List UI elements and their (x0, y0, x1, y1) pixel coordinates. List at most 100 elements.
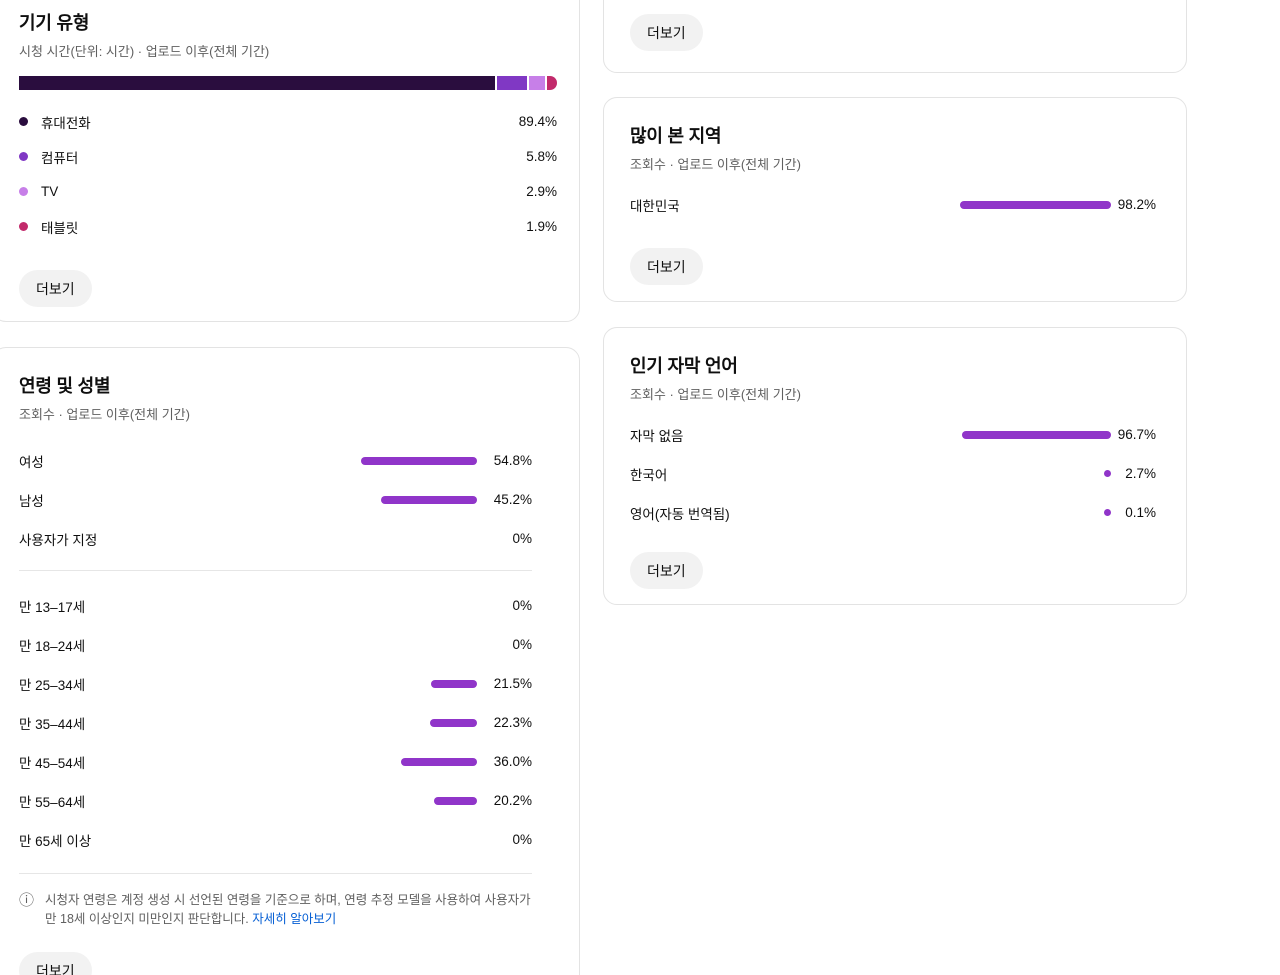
row-percent: 20.2% (493, 793, 532, 808)
card-title: 많이 본 지역 (630, 126, 722, 146)
legend-dot-icon (19, 187, 28, 196)
footnote-text-wrap: 시청자 연령은 계정 생성 시 선언된 연령을 기준으로 하며, 연령 추정 모… (45, 891, 532, 929)
legend-label: 휴대전화 (41, 115, 91, 131)
see-more-button[interactable]: 더보기 (630, 14, 703, 51)
row-percent: 21.5% (493, 676, 532, 691)
device-type-legend: 휴대전화 89.4% 컴퓨터 5.8% TV 2.9% 태블릿 (19, 104, 557, 244)
bar-area (265, 718, 477, 727)
age-rows: 만 13–17세 0% 만 18–24세 0% (19, 586, 532, 859)
row-label: 만 13–17세 (19, 599, 86, 615)
stat-row: 대한민국 98.2% (630, 185, 1156, 224)
legend-row: 태블릿 1.9% (19, 209, 557, 244)
row-label: 남성 (19, 493, 44, 509)
card-title: 기기 유형 (19, 13, 90, 33)
info-icon: ⓘ (19, 892, 35, 909)
legend-row: 컴퓨터 5.8% (19, 139, 557, 174)
value-bar (962, 430, 1111, 439)
row-percent: 54.8% (493, 453, 532, 468)
legend-row: TV 2.9% (19, 174, 557, 209)
stacked-bar-segment (496, 76, 528, 90)
row-percent: 0% (512, 637, 532, 652)
bar-area (957, 470, 1111, 477)
bar-area (265, 796, 477, 805)
age-footnote: ⓘ 시청자 연령은 계정 생성 시 선언된 연령을 기준으로 하며, 연령 추정… (19, 891, 532, 929)
see-more-button[interactable]: 더보기 (630, 552, 703, 589)
bar-area (265, 456, 477, 465)
row-label: 만 45–54세 (19, 755, 86, 771)
top-regions-card: 많이 본 지역 조회수 · 업로드 이후(전체 기간) 대한민국 98.2% 더… (603, 97, 1187, 302)
legend-percent: 1.9% (526, 219, 557, 234)
card-title: 인기 자막 언어 (630, 356, 738, 376)
caption-language-rows: 자막 없음 96.7% 한국어 2.7% 영어(자동 번역됨) (630, 415, 1156, 532)
card-subtitle: 시청 시간(단위: 시간) · 업로드 이후(전체 기간) (19, 44, 270, 59)
device-type-stacked-bar (19, 76, 557, 90)
subtitle-languages-card: 인기 자막 언어 조회수 · 업로드 이후(전체 기간) 자막 없음 96.7%… (603, 327, 1187, 605)
row-percent: 0% (512, 531, 532, 546)
value-bar (434, 796, 477, 805)
row-percent: 36.0% (493, 754, 532, 769)
row-label: 만 35–44세 (19, 716, 86, 732)
bar-area (957, 200, 1111, 209)
footnote-divider (19, 873, 532, 874)
stat-row: 여성 54.8% (19, 441, 532, 480)
see-more-button[interactable]: 더보기 (630, 248, 703, 285)
legend-label: 태블릿 (41, 220, 79, 236)
age-gender-card: 연령 및 성별 조회수 · 업로드 이후(전체 기간) 여성 54.8% 남성 (0, 347, 580, 975)
stat-row: 사용자가 지정 0% (19, 519, 532, 558)
stat-row: 만 13–17세 0% (19, 586, 532, 625)
bar-area (957, 430, 1111, 439)
stat-row: 한국어 2.7% (630, 454, 1156, 493)
row-label: 한국어 (630, 467, 668, 483)
row-percent: 98.2% (1117, 197, 1156, 212)
value-bar (381, 495, 477, 504)
value-bar (960, 200, 1111, 209)
footnote-text: 시청자 연령은 계정 생성 시 선언된 연령을 기준으로 하며, 연령 추정 모… (45, 893, 531, 926)
bar-area (957, 509, 1111, 516)
partial-top-card: 더보기 (603, 0, 1187, 73)
bar-area (265, 679, 477, 688)
value-bar (1104, 509, 1111, 516)
region-rows: 대한민국 98.2% (630, 185, 1156, 224)
row-percent: 2.7% (1125, 466, 1156, 481)
legend-dot-icon (19, 117, 28, 126)
row-percent: 22.3% (493, 715, 532, 730)
see-more-button[interactable]: 더보기 (19, 270, 92, 307)
row-label: 만 18–24세 (19, 638, 86, 654)
legend-dot-icon (19, 152, 28, 161)
value-bar (361, 456, 477, 465)
value-bar (430, 718, 477, 727)
card-subtitle: 조회수 · 업로드 이후(전체 기간) (630, 157, 801, 172)
card-subtitle: 조회수 · 업로드 이후(전체 기간) (19, 407, 190, 422)
row-label: 만 55–64세 (19, 794, 86, 810)
stat-row: 만 35–44세 22.3% (19, 703, 532, 742)
stat-row: 만 55–64세 20.2% (19, 781, 532, 820)
row-percent: 0% (512, 832, 532, 847)
stat-row: 남성 45.2% (19, 480, 532, 519)
gender-rows: 여성 54.8% 남성 45.2% (19, 441, 532, 558)
stat-row: 만 45–54세 36.0% (19, 742, 532, 781)
see-more-button[interactable]: 더보기 (19, 952, 92, 975)
stat-row: 자막 없음 96.7% (630, 415, 1156, 454)
row-label: 사용자가 지정 (19, 532, 98, 548)
legend-row: 휴대전화 89.4% (19, 104, 557, 139)
row-label: 만 25–34세 (19, 677, 86, 693)
card-title: 연령 및 성별 (19, 376, 111, 396)
card-subtitle: 조회수 · 업로드 이후(전체 기간) (630, 387, 801, 402)
row-label: 만 65세 이상 (19, 833, 92, 849)
legend-percent: 5.8% (526, 149, 557, 164)
bar-area (265, 495, 477, 504)
row-percent: 45.2% (493, 492, 532, 507)
legend-label: 컴퓨터 (41, 150, 79, 166)
row-percent: 0% (512, 598, 532, 613)
stacked-bar-segment (529, 76, 545, 90)
section-divider (19, 570, 532, 571)
value-bar (401, 757, 477, 766)
stat-row: 만 25–34세 21.5% (19, 664, 532, 703)
legend-label: TV (41, 184, 59, 199)
learn-more-link[interactable]: 자세히 알아보기 (252, 912, 337, 926)
row-label: 자막 없음 (630, 428, 684, 444)
bar-area (265, 757, 477, 766)
row-percent: 96.7% (1117, 427, 1156, 442)
legend-percent: 2.9% (526, 184, 557, 199)
